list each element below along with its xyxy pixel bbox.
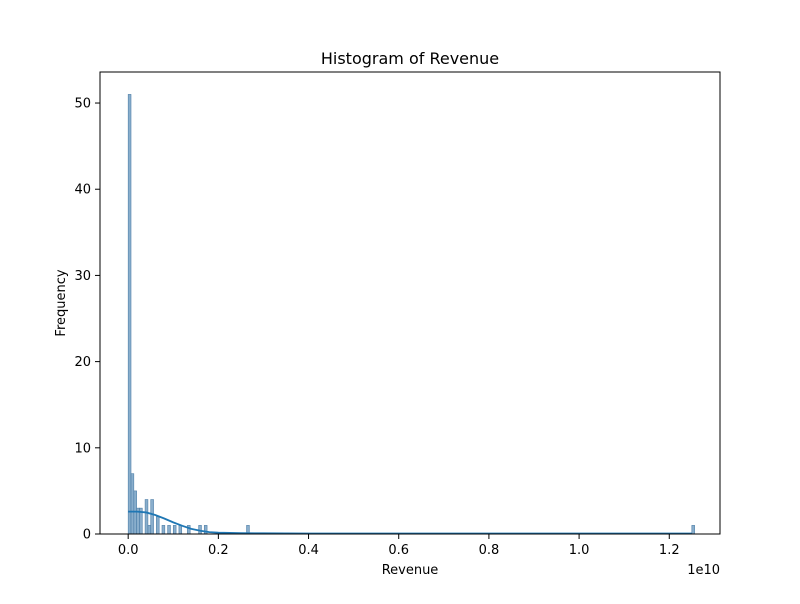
histogram-bar bbox=[144, 499, 149, 535]
x-tick-label: 1.0 bbox=[569, 543, 590, 558]
histogram-bar bbox=[156, 516, 160, 535]
y-tick-label: 0 bbox=[83, 528, 91, 543]
histogram-bar bbox=[178, 525, 183, 535]
x-tick-label: 0.8 bbox=[479, 543, 500, 558]
histogram-bar bbox=[172, 525, 177, 535]
y-axis-ticks: 0 10 20 30 40 50 bbox=[74, 97, 100, 543]
kde-curve bbox=[128, 510, 692, 535]
histogram-bar bbox=[167, 525, 171, 535]
histogram-bar bbox=[203, 525, 208, 535]
x-tick-label: 0.4 bbox=[298, 543, 319, 558]
chart-title: Histogram of Revenue bbox=[321, 49, 499, 68]
x-tick-label: 1.2 bbox=[659, 543, 680, 558]
histogram-bar bbox=[150, 499, 154, 535]
histogram-bar bbox=[127, 94, 132, 535]
histogram-bars bbox=[127, 94, 695, 535]
x-axis-label: Revenue bbox=[382, 563, 439, 578]
histogram-bar bbox=[691, 525, 695, 535]
x-tick-label: 0.0 bbox=[118, 543, 139, 558]
y-tick-label: 40 bbox=[74, 183, 91, 198]
x-axis-ticks: 0.0 0.2 0.4 0.6 0.8 1.0 1.2 bbox=[118, 534, 680, 558]
x-tick-label: 0.6 bbox=[388, 543, 409, 558]
histogram-bar bbox=[130, 473, 135, 535]
x-tick-label: 0.2 bbox=[208, 543, 229, 558]
x-axis-offset-text: 1e10 bbox=[687, 563, 720, 578]
histogram-bar bbox=[161, 525, 166, 535]
histogram-bar bbox=[187, 525, 191, 535]
histogram-bar bbox=[147, 525, 152, 535]
y-tick-label: 10 bbox=[74, 441, 91, 456]
y-tick-label: 50 bbox=[74, 97, 91, 112]
plot-area-frame bbox=[99, 71, 721, 535]
y-tick-label: 30 bbox=[74, 269, 91, 284]
y-axis-label: Frequency bbox=[54, 269, 69, 336]
y-tick-label: 20 bbox=[74, 355, 91, 370]
